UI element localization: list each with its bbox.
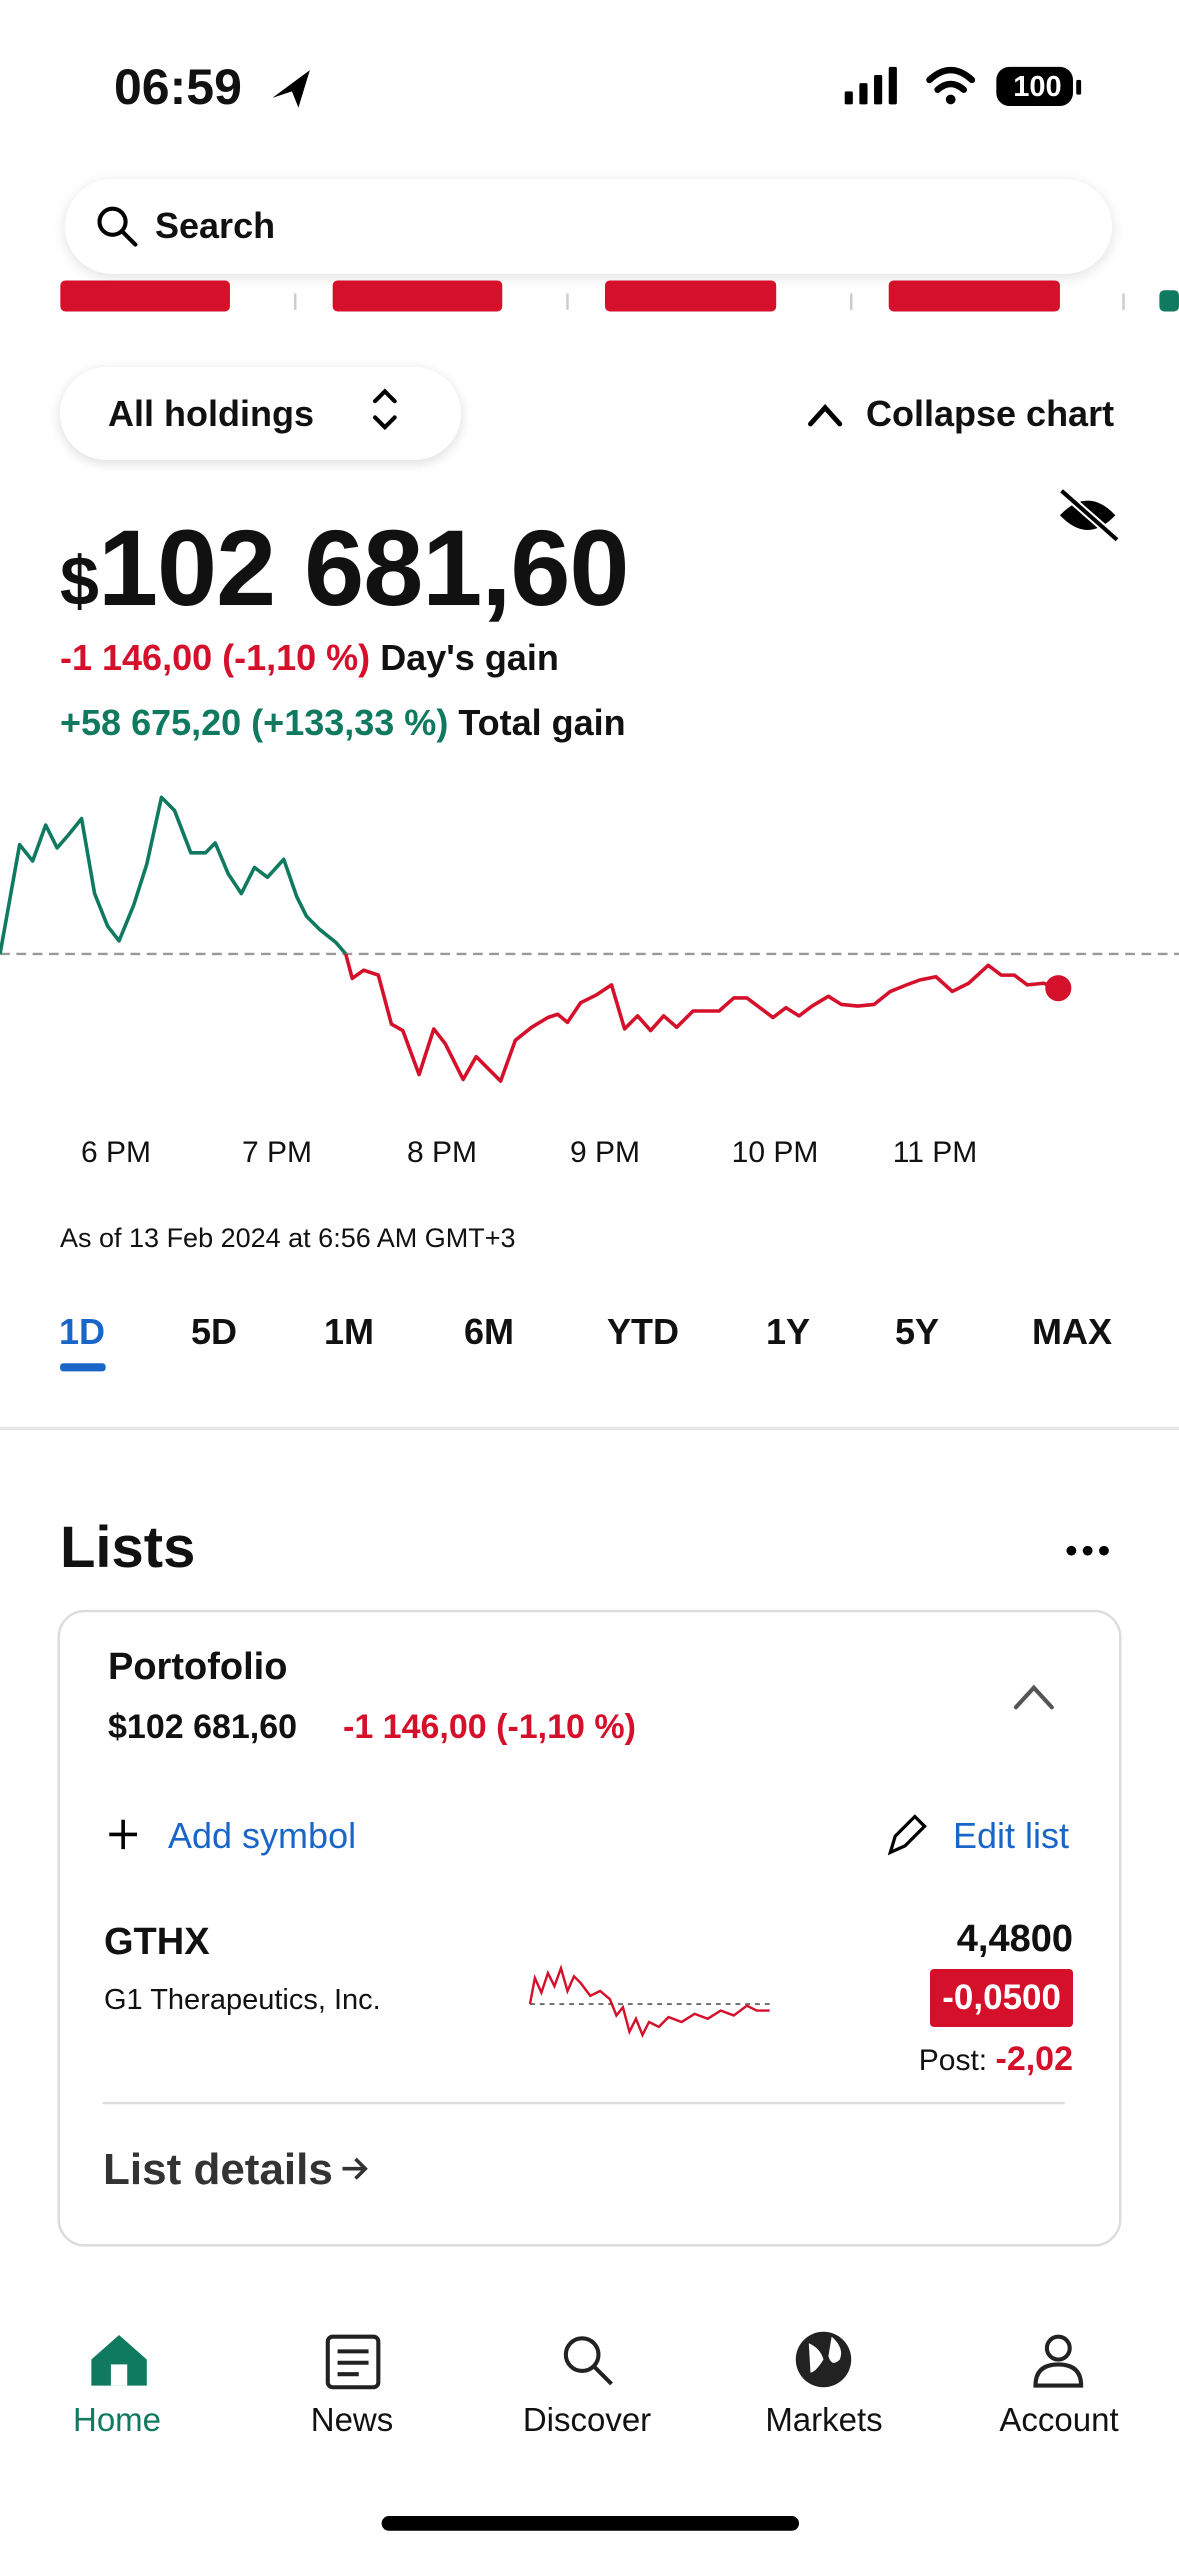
post-change: -2,02 (995, 2040, 1074, 2078)
range-tab[interactable]: 1D (58, 1311, 106, 1352)
change-badge: -0,0500 (930, 1969, 1073, 2027)
range-tab[interactable]: 5Y (894, 1311, 940, 1352)
tab[interactable]: Account (999, 2401, 1119, 2438)
post-label: Post: (918, 2044, 988, 2077)
list-value: $102 681,60 (108, 1708, 298, 1746)
x-tick-label: 9 PM (569, 1136, 641, 1169)
tab[interactable]: Home (72, 2401, 162, 2438)
range-tab[interactable]: MAX (1032, 1311, 1112, 1352)
collapse-card[interactable] (1013, 1684, 1054, 1710)
home-icon (91, 2335, 147, 2386)
range-tab[interactable]: YTD (607, 1311, 679, 1352)
currency: $ (60, 542, 99, 620)
signal-icon (844, 66, 897, 105)
battery-icon (996, 66, 1073, 106)
edit-list[interactable]: Edit list (953, 1815, 1070, 1856)
post-row: Post: -2,02 (919, 2040, 1073, 2079)
portfolio-value: $102 681,60 (60, 505, 630, 630)
list-card (57, 1609, 1122, 2247)
tab[interactable]: Discover (522, 2401, 652, 2438)
range-tab[interactable]: 1M (323, 1311, 374, 1352)
symbol[interactable]: GTHX (104, 1921, 210, 1963)
sparkline (528, 1964, 770, 2038)
battery-level: 100 (1013, 71, 1062, 103)
value: 102 681,60 (97, 507, 630, 628)
x-tick-label: 7 PM (241, 1136, 313, 1169)
range-underline (60, 1363, 106, 1372)
days-label: Day's gain (380, 637, 559, 678)
price: 4,4800 (956, 1918, 1073, 1960)
x-tick-label: 11 PM (892, 1136, 978, 1169)
total-change: +58 675,20 (+133,33 %) (60, 702, 449, 743)
x-tick-label: 10 PM (731, 1136, 819, 1169)
location-icon (272, 70, 310, 108)
list-name[interactable]: Portofolio (108, 1646, 288, 1688)
chart-line-up (0, 795, 348, 956)
total-label: Total gain (458, 702, 626, 743)
holdings-selector-label[interactable]: All holdings (108, 393, 314, 434)
chip-strip (60, 280, 1179, 312)
range-tab[interactable]: 1Y (765, 1311, 811, 1352)
hide-icon[interactable] (1059, 489, 1119, 542)
total-gain-row: +58 675,20 (+133,33 %) Total gain (60, 702, 626, 744)
x-tick-label: 8 PM (406, 1136, 478, 1169)
chart-line-down (343, 953, 1059, 1083)
range-tab[interactable]: 5D (190, 1311, 238, 1352)
list-details[interactable]: List details (103, 2145, 333, 2194)
days-change: -1 146,00 (-1,10 %) (60, 637, 371, 678)
days-gain-row: -1 146,00 (-1,10 %) Day's gain (60, 637, 559, 679)
x-tick-label: 6 PM (80, 1136, 152, 1169)
tab[interactable]: Markets (765, 2401, 883, 2438)
as-of: As of 13 Feb 2024 at 6:56 AM GMT+3 (60, 1223, 516, 1253)
range-tab[interactable]: 6M (463, 1311, 514, 1352)
add-symbol[interactable]: Add symbol (168, 1815, 357, 1856)
status-time: 06:59 (114, 59, 242, 115)
collapse-chart[interactable]: Collapse chart (866, 393, 1115, 434)
list-change: -1 146,00 (-1,10 %) (343, 1708, 636, 1746)
tab[interactable]: News (310, 2401, 394, 2438)
lists-title: Lists (60, 1515, 196, 1580)
home-indicator (381, 2516, 800, 2531)
more-button[interactable] (1066, 1545, 1109, 1556)
search-placeholder[interactable]: Search (155, 205, 276, 246)
wifi-icon (926, 66, 976, 93)
company: G1 Therapeutics, Inc. (104, 1984, 381, 2016)
